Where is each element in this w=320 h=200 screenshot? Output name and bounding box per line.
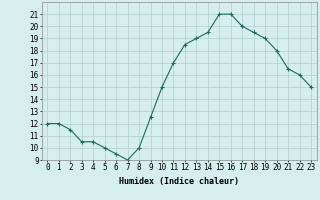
X-axis label: Humidex (Indice chaleur): Humidex (Indice chaleur) — [119, 177, 239, 186]
